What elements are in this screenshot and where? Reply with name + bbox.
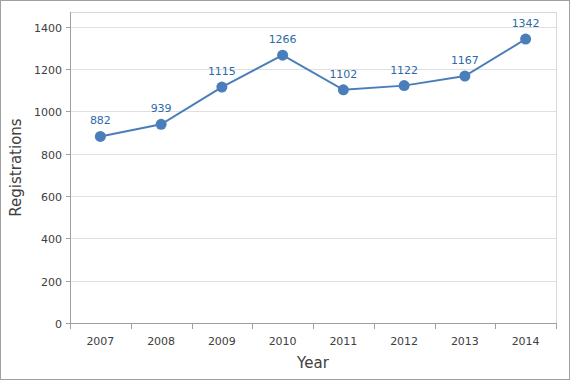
- x-tick: [70, 323, 71, 329]
- x-tick: [313, 323, 314, 329]
- chart-container: 0 200 400 600 800 1000 1200 1400 2007 2008 2009 201…: [0, 0, 570, 380]
- data-label: 1266: [269, 33, 297, 46]
- x-tick: [374, 323, 375, 329]
- plot-group: [95, 34, 531, 142]
- x-tick-label: 2010: [269, 335, 297, 348]
- x-tick-label: 2011: [329, 335, 357, 348]
- x-tick-label: 2013: [451, 335, 479, 348]
- x-tick-label: 2009: [208, 335, 236, 348]
- y-tick: [66, 323, 70, 324]
- data-point: [216, 82, 227, 93]
- grid-line: [70, 69, 556, 70]
- y-tick: [66, 196, 70, 197]
- y-tick: [66, 111, 70, 112]
- y-tick: [66, 281, 70, 282]
- y-tick: [66, 238, 70, 239]
- data-label: 882: [90, 114, 111, 127]
- data-point: [399, 80, 410, 91]
- data-point: [277, 50, 288, 61]
- y-tick-label: 1200: [34, 64, 62, 77]
- y-tick-label: 400: [41, 233, 62, 246]
- y-axis-title: Registrations: [7, 118, 25, 216]
- data-label: 1115: [208, 65, 236, 78]
- grid-line: [70, 196, 556, 197]
- y-axis: [70, 12, 71, 323]
- data-point: [156, 119, 167, 130]
- chart-svg: 0 200 400 600 800 1000 1200 1400 2007 2008 2009 201…: [0, 0, 570, 380]
- data-label: 1102: [329, 68, 357, 81]
- data-point: [520, 34, 531, 45]
- y-tick-label: 600: [41, 191, 62, 204]
- x-tick-label: 2008: [147, 335, 175, 348]
- x-tick-label: 2014: [512, 335, 540, 348]
- x-axis-title: Year: [296, 354, 330, 372]
- grid-line: [70, 27, 556, 28]
- data-point: [338, 84, 349, 95]
- y-tick: [66, 154, 70, 155]
- data-point: [459, 71, 470, 82]
- data-point: [95, 131, 106, 142]
- data-label: 1122: [390, 64, 418, 77]
- x-tick: [252, 323, 253, 329]
- grid-line: [70, 238, 556, 239]
- x-tick: [495, 323, 496, 329]
- y-tick-label: 800: [41, 149, 62, 162]
- x-tick-label: 2007: [86, 335, 114, 348]
- x-tick: [435, 323, 436, 329]
- x-tick: [131, 323, 132, 329]
- y-tick-label: 200: [41, 276, 62, 289]
- y-tick: [66, 69, 70, 70]
- series-line: [100, 39, 525, 136]
- data-label: 1342: [512, 17, 540, 30]
- grid-line: [70, 111, 556, 112]
- x-tick: [556, 323, 557, 329]
- x-tick: [192, 323, 193, 329]
- y-tick-label: 1400: [34, 22, 62, 35]
- grid-line: [70, 281, 556, 282]
- grid-line: [70, 154, 556, 155]
- plot-frame: [71, 13, 557, 324]
- data-label: 939: [151, 102, 172, 115]
- y-tick: [66, 27, 70, 28]
- x-tick-label: 2012: [390, 335, 418, 348]
- outer-border: [1, 1, 570, 380]
- y-tick-label: 0: [55, 318, 62, 331]
- data-label: 1167: [451, 54, 479, 67]
- y-tick-label: 1000: [34, 106, 62, 119]
